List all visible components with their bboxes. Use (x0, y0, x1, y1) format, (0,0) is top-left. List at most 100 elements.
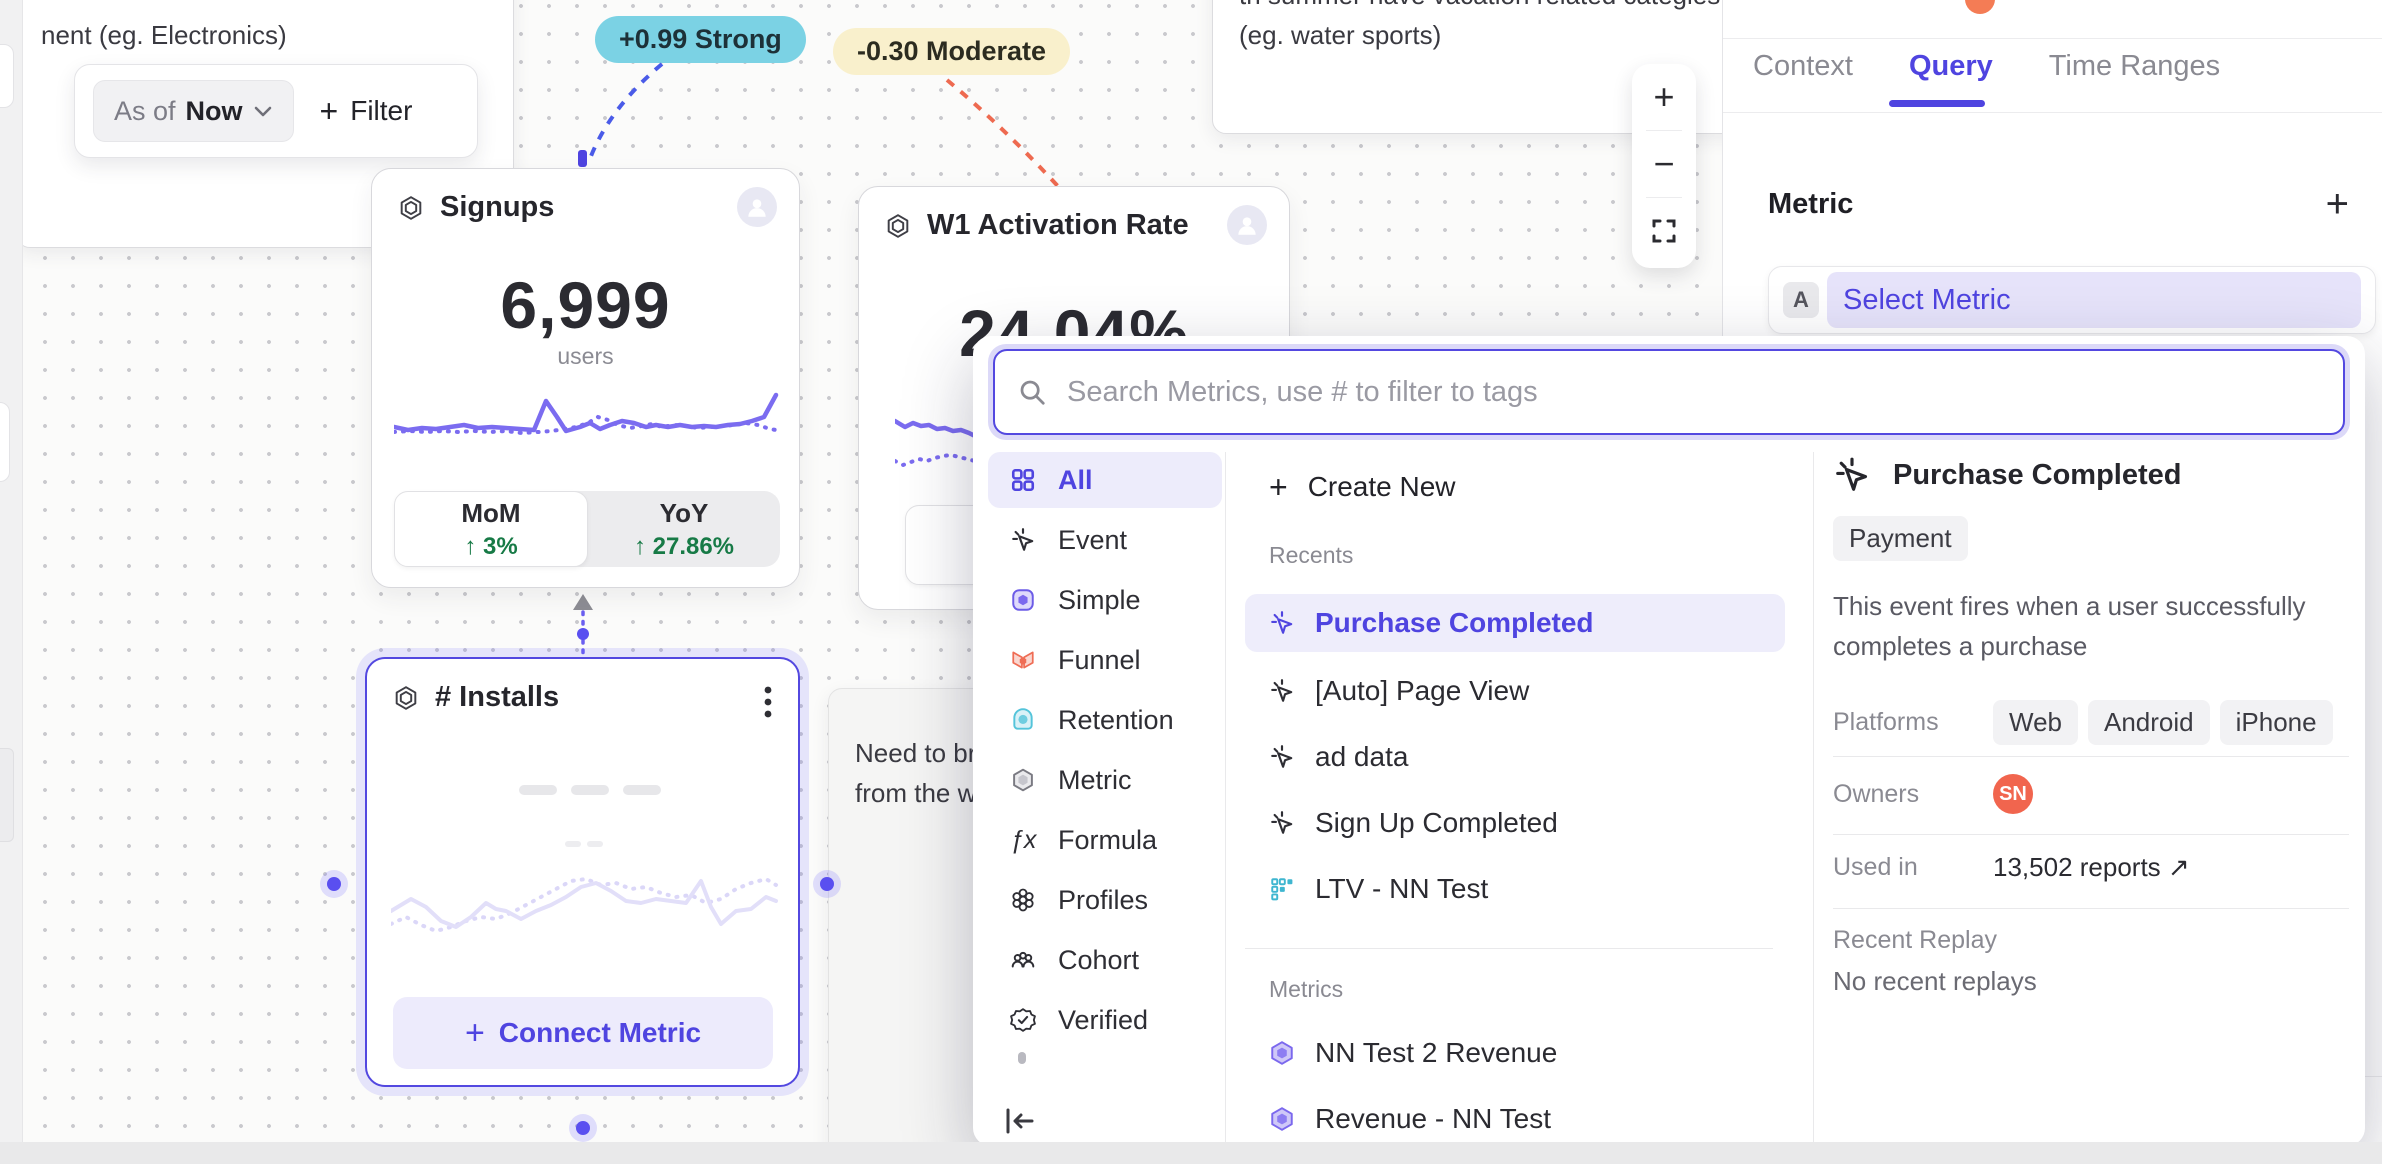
platform-android: Android (2088, 700, 2210, 745)
connection-dot-left[interactable] (327, 877, 341, 891)
create-new-button[interactable]: + Create New (1245, 458, 1785, 516)
result-purchase-completed[interactable]: Purchase Completed (1245, 594, 1785, 652)
result-sign-up-completed[interactable]: Sign Up Completed (1245, 794, 1785, 852)
search-box[interactable] (993, 349, 2345, 435)
event-icon (1271, 811, 1293, 834)
peek-button[interactable] (0, 402, 10, 482)
result-revenue-nn-test[interactable]: Revenue - NN Test (1245, 1090, 1785, 1146)
collapse-sidebar-button[interactable] (1002, 1104, 1038, 1138)
peek-shape (0, 748, 14, 842)
cohort-icon (1011, 951, 1035, 968)
peek-button[interactable] (0, 44, 14, 108)
platforms-label: Platforms (1833, 708, 1939, 736)
search-field-wrap (988, 344, 2350, 440)
detail-title: Purchase Completed (1893, 458, 2182, 491)
connection-dot-right[interactable] (820, 877, 834, 891)
filter-button[interactable]: + Filter (320, 95, 413, 127)
card-title: Signups (440, 191, 555, 223)
category-event[interactable]: Event (988, 512, 1222, 568)
badge-moderate-text: -0.30 Moderate (857, 36, 1047, 66)
select-metric-field[interactable]: Select Metric (1827, 272, 2361, 328)
category-retention[interactable]: Retention (988, 692, 1222, 748)
platform-web: Web (1993, 700, 2078, 745)
avatar (1227, 205, 1267, 245)
category-simple[interactable]: Simple (988, 572, 1222, 628)
note-line: from the wa (855, 778, 991, 808)
category-label: All (1058, 464, 1093, 495)
category-funnel[interactable]: Funnel (988, 632, 1222, 688)
arrow-up-right-icon: ↗ (2167, 852, 2190, 882)
result-label: ad data (1315, 741, 1409, 772)
category-verified[interactable]: Verified (988, 992, 1222, 1048)
tab-time-ranges[interactable]: Time Ranges (2048, 50, 2221, 82)
divider (1245, 948, 1773, 949)
metric-hexagon-icon (400, 195, 422, 220)
category-cohort[interactable]: Cohort (988, 932, 1222, 988)
category-metric[interactable]: Metric (988, 752, 1222, 808)
connection-dot-bottom[interactable] (576, 1121, 590, 1135)
category-profiles[interactable]: Profiles (988, 872, 1222, 928)
detail-tag[interactable]: Payment (1833, 516, 1968, 561)
result-ltv-nn-test[interactable]: LTV - NN Test (1245, 860, 1785, 918)
tab-context[interactable]: Context (1753, 50, 1853, 82)
card-title: # Installs (435, 681, 560, 713)
metric-card-installs[interactable]: # Installs + Connect Metric (365, 657, 800, 1087)
divider (1833, 756, 2349, 757)
result-ad-data[interactable]: ad data (1245, 728, 1785, 786)
select-metric-label: Select Metric (1843, 283, 2011, 316)
avatar-notification-dot (1965, 0, 1995, 14)
result-label: Purchase Completed (1315, 607, 1594, 638)
divider (1646, 197, 1682, 198)
formula-icon: ƒx (1010, 826, 1037, 854)
comparison-toggle: MoM ↑ 3% YoY ↑ 27.86% (394, 491, 780, 567)
event-icon (1271, 611, 1293, 634)
owner-avatar[interactable]: SN (1993, 774, 2033, 814)
category-all[interactable]: All (988, 452, 1222, 508)
simple-icon (1012, 589, 1034, 611)
event-icon (1012, 528, 1034, 551)
connection-dot-mid[interactable] (577, 628, 589, 640)
skeleton-dash (565, 841, 581, 847)
result-label: [Auto] Page View (1315, 675, 1530, 706)
metric-hexagon-icon (1271, 1107, 1293, 1131)
search-icon (1020, 380, 1045, 405)
platforms-row: Platforms Web Android iPhone (1833, 700, 2349, 745)
plus-icon: + (1269, 469, 1288, 505)
tag-payment: Payment (1833, 516, 1968, 561)
category-formula[interactable]: ƒx Formula (988, 812, 1222, 868)
connect-metric-button[interactable]: + Connect Metric (393, 997, 773, 1069)
correlation-badge-strong[interactable]: +0.99 Strong (595, 16, 806, 63)
verified-icon (1010, 1008, 1036, 1032)
result-nn-test-2-revenue[interactable]: NN Test 2 Revenue (1245, 1024, 1785, 1082)
metric-hexagon-icon (887, 213, 909, 238)
yoy-value: ↑ 27.86% (633, 532, 735, 560)
as-of-dropdown[interactable]: As of Now (93, 80, 294, 142)
metric-detail-panel: Purchase Completed Payment This event fi… (1833, 456, 2349, 1146)
zoom-out-button[interactable]: − (1653, 143, 1675, 184)
add-metric-button[interactable]: + (2326, 182, 2349, 227)
toggle-mom[interactable]: MoM ↑ 3% (394, 491, 588, 567)
tab-query[interactable]: Query (1908, 50, 1993, 82)
metric-hexagon-icon (395, 685, 417, 710)
metric-select-row[interactable]: A Select Metric (1768, 266, 2376, 334)
ltv-grid-icon (1271, 878, 1293, 901)
signups-sparkline (394, 392, 784, 436)
correlation-badge-moderate[interactable]: -0.30 Moderate (833, 28, 1071, 75)
platform-iphone: iPhone (2219, 700, 2333, 745)
create-new-label: Create New (1307, 471, 1456, 502)
result-label: Sign Up Completed (1315, 807, 1558, 838)
left-edge-panel (0, 0, 23, 1164)
kebab-menu-icon[interactable] (764, 685, 772, 719)
toggle-yoy[interactable]: YoY ↑ 27.86% (588, 491, 780, 567)
search-input[interactable] (1065, 374, 2321, 410)
fit-screen-button[interactable] (1632, 198, 1696, 264)
zoom-in-button[interactable]: + (1653, 76, 1675, 117)
fullscreen-icon (1652, 219, 1676, 243)
used-in-reports-link[interactable]: 13,502 reports ↗ (1993, 852, 2190, 883)
result-auto-page-view[interactable]: [Auto] Page View (1245, 662, 1785, 720)
filter-label: Filter (350, 95, 413, 126)
metric-card-signups[interactable]: Signups 6,999 users MoM ↑ 3% YoY ↑ 27.86… (371, 168, 800, 588)
divider (1813, 452, 1814, 1146)
active-tab-underline (1889, 100, 1985, 107)
detail-title-row: Purchase Completed (1833, 456, 2349, 494)
